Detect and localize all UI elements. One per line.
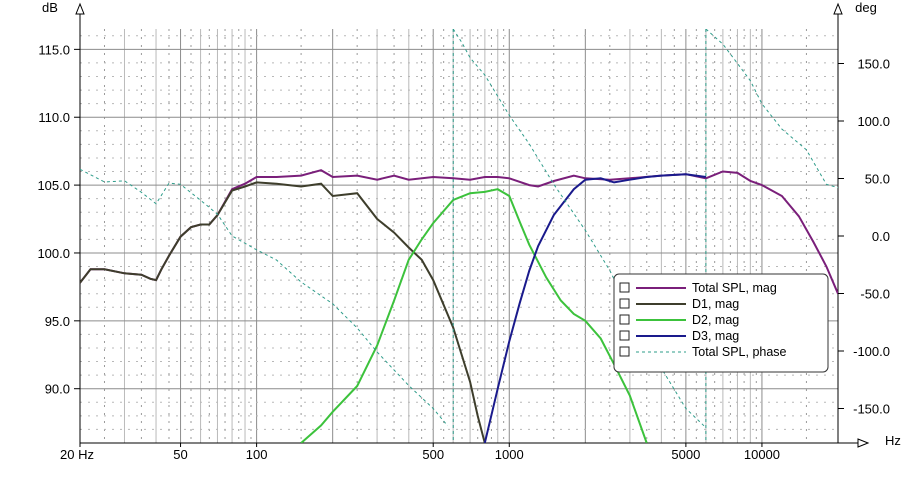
legend-checkbox[interactable]: [619, 314, 630, 325]
legend-entry-label: D3, mag: [692, 329, 739, 343]
legend-checkbox[interactable]: [619, 282, 630, 293]
y-right-tick-label: 50.0: [865, 172, 890, 187]
x-tick-label: 1000: [495, 447, 524, 462]
series-d2-mag: [300, 188, 648, 443]
x-tick-label: 20 Hz: [60, 447, 94, 462]
y-right-axis-arrow: [833, 2, 843, 15]
legend-box: [613, 273, 829, 373]
y-right-tick-label: 100.0: [857, 114, 890, 129]
y-left-axis-arrow: [75, 2, 85, 15]
y-right-tick-label: -150.0: [853, 402, 890, 417]
x-tick-label: 100: [246, 447, 268, 462]
legend-entry-label: Total SPL, phase: [692, 345, 787, 359]
y-left-tick-label: 115.0: [38, 42, 70, 57]
x-tick-label: 500: [422, 447, 444, 462]
legend[interactable]: Total SPL, mag D1, mag D2, mag D3, mag Total…: [613, 273, 829, 373]
x-tick-label: 5000: [671, 447, 700, 462]
legend-checkbox[interactable]: [619, 298, 630, 309]
series-d3-mag: [483, 173, 707, 443]
legend-checkbox[interactable]: [619, 346, 630, 357]
y-right-unit: deg: [855, 0, 877, 15]
x-tick-label: 50: [173, 447, 187, 462]
series-d1-mag: [80, 181, 486, 443]
series-lines: [80, 29, 838, 443]
x-axis-unit: Hz: [885, 433, 901, 448]
axes: [74, 2, 870, 448]
y-left-tick-label: 100.0: [37, 246, 70, 261]
legend-entry-label: Total SPL, mag: [692, 281, 777, 295]
y-right-tick-label: -100.0: [853, 344, 890, 359]
x-tick-label: 10000: [744, 447, 780, 462]
legend-entry-label: D2, mag: [692, 313, 739, 327]
legend-entry-label: D1, mag: [692, 297, 739, 311]
y-left-tick-label: 95.0: [45, 314, 70, 329]
y-right-tick-label: 0.0: [872, 229, 890, 244]
tick-labels: 115.0 110.0 105.0 100.0 95.0 90.0 150.0 100.0 50…: [37, 0, 900, 462]
y-left-unit: dB: [42, 0, 58, 15]
y-right-tick-label: -50.0: [860, 287, 890, 302]
y-left-tick-label: 90.0: [45, 382, 70, 397]
x-axis-arrow: [857, 438, 870, 448]
y-left-tick-label: 105.0: [37, 178, 70, 193]
y-left-tick-label: 110.0: [38, 110, 70, 125]
legend-checkbox[interactable]: [619, 330, 630, 341]
y-right-tick-label: 150.0: [857, 57, 890, 72]
